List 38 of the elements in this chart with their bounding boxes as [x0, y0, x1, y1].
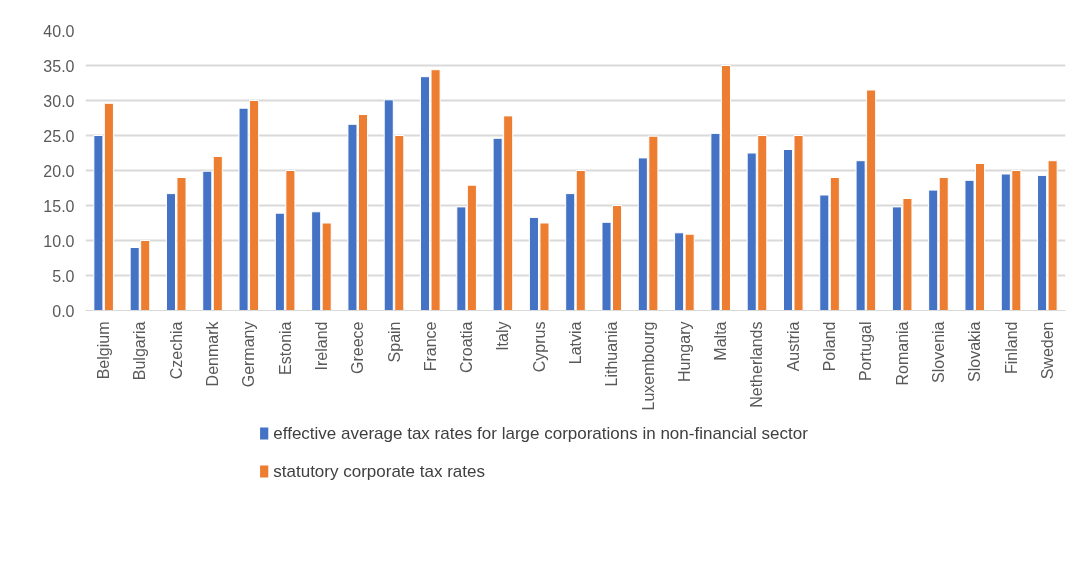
- y-tick-label: 20.0: [43, 162, 75, 180]
- y-tick-label: 10.0: [43, 232, 75, 250]
- x-tick-label: Czechia: [167, 321, 185, 380]
- x-tick-label: Finland: [1002, 321, 1020, 374]
- x-tick-label: Ireland: [312, 321, 330, 371]
- y-tick-label: 15.0: [43, 197, 75, 215]
- x-tick-label: Malta: [712, 321, 730, 361]
- x-tick-label: Hungary: [675, 321, 693, 382]
- legend-label: statutory corporate tax rates: [273, 462, 485, 481]
- x-tick-label: Netherlands: [748, 321, 766, 408]
- x-tick-label: Cyprus: [530, 321, 548, 373]
- x-tick-label: Sweden: [1038, 321, 1056, 380]
- x-tick-label: Spain: [385, 321, 403, 363]
- x-tick-label: Greece: [349, 321, 367, 374]
- x-tick-label: Estonia: [276, 321, 294, 375]
- y-tick-label: 30.0: [43, 92, 75, 110]
- x-tick-label: France: [421, 321, 439, 372]
- x-tick-label: Germany: [240, 321, 258, 388]
- y-tick-label: 25.0: [43, 127, 75, 145]
- x-tick-label: Belgium: [95, 321, 113, 380]
- x-tick-label: Italy: [494, 321, 512, 351]
- x-tick-label: Latvia: [567, 321, 584, 365]
- x-tick-label: Romania: [893, 321, 911, 386]
- x-tick-label: Slovakia: [966, 321, 984, 382]
- legend-label: effective average tax rates for large corporations in non-financial sector: [273, 424, 809, 443]
- x-tick-label: Austria: [784, 321, 802, 372]
- x-tick-label: Poland: [821, 321, 839, 372]
- y-tick-label: 5.0: [52, 267, 75, 285]
- x-tick-label: Luxembourg: [639, 321, 657, 411]
- x-tick-label: Portugal: [857, 321, 875, 382]
- x-tick-label: Lithuania: [603, 321, 621, 387]
- x-tick-label: Denmark: [204, 320, 222, 387]
- y-tick-label: 0.0: [52, 302, 75, 320]
- y-tick-label: 40.0: [43, 22, 75, 40]
- y-tick-label: 35.0: [43, 57, 75, 75]
- x-tick-label: Slovenia: [929, 321, 947, 383]
- x-tick-label: Croatia: [458, 321, 476, 374]
- x-tick-label: Bulgaria: [131, 321, 149, 381]
